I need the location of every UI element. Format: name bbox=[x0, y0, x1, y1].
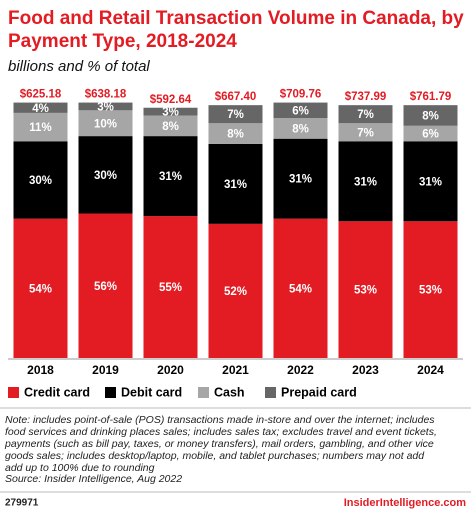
bar-segment bbox=[143, 136, 198, 217]
data-label: 10% bbox=[94, 118, 117, 130]
bar-segment bbox=[403, 125, 458, 142]
total-label: $761.79 bbox=[410, 91, 452, 103]
data-label: 6% bbox=[292, 105, 309, 117]
bar-segment bbox=[143, 216, 198, 358]
total-label: $625.18 bbox=[20, 89, 62, 101]
title-line: Food and Retail Transaction Volume in Ca… bbox=[8, 8, 464, 29]
total-label: $592.64 bbox=[150, 94, 192, 106]
data-label: 4% bbox=[32, 103, 49, 115]
note-line: goods sales; includes desktop/laptop, mo… bbox=[5, 450, 425, 462]
chart-id: 279971 bbox=[5, 498, 39, 509]
legend-swatch bbox=[198, 387, 209, 398]
note-line: Note: includes point-of-sale (POS) trans… bbox=[5, 414, 435, 426]
bar-segment bbox=[13, 141, 68, 219]
bar-segment bbox=[13, 218, 68, 358]
data-label: 30% bbox=[29, 175, 52, 187]
data-label: 3% bbox=[97, 101, 114, 113]
data-label: 52% bbox=[224, 286, 247, 298]
data-label: 8% bbox=[422, 111, 439, 123]
brand: InsiderIntelligence.com bbox=[344, 497, 466, 509]
x-tick-label: 2020 bbox=[157, 363, 184, 377]
data-label: 55% bbox=[159, 282, 182, 294]
bar-segment bbox=[78, 102, 133, 111]
note-line: add up to 100% due to rounding bbox=[5, 462, 155, 474]
x-tick-label: 2022 bbox=[287, 363, 314, 377]
data-label: 7% bbox=[357, 109, 374, 121]
data-label: 53% bbox=[354, 285, 377, 297]
legend-label: Prepaid card bbox=[281, 385, 357, 399]
data-label: 8% bbox=[227, 129, 244, 141]
bar-segment bbox=[338, 123, 393, 142]
title-line: Payment Type, 2018-2024 bbox=[8, 31, 237, 52]
data-label: 31% bbox=[419, 176, 442, 188]
data-label: 30% bbox=[94, 170, 117, 182]
legend-label: Cash bbox=[214, 385, 245, 399]
bar-segment bbox=[403, 105, 458, 126]
bar-segment bbox=[273, 102, 328, 119]
bar-segment bbox=[78, 213, 133, 358]
data-label: 7% bbox=[227, 109, 244, 121]
data-label: 31% bbox=[224, 179, 247, 191]
bar-segment bbox=[208, 143, 263, 224]
bar-segment bbox=[338, 221, 393, 358]
bar-segment bbox=[143, 107, 198, 116]
total-label: $709.76 bbox=[280, 89, 322, 101]
x-tick-label: 2023 bbox=[352, 363, 379, 377]
data-label: 53% bbox=[419, 285, 442, 297]
total-label: $638.18 bbox=[85, 89, 127, 101]
bar-segment bbox=[13, 102, 68, 113]
subtitle: billions and % of total bbox=[8, 58, 150, 75]
bar-segment bbox=[338, 141, 393, 222]
x-tick-label: 2021 bbox=[222, 363, 249, 377]
legend-label: Debit card bbox=[121, 385, 182, 399]
data-label: 31% bbox=[159, 171, 182, 183]
bar-segment bbox=[78, 110, 133, 137]
data-label: 6% bbox=[422, 129, 439, 141]
bar-segment bbox=[78, 136, 133, 214]
data-label: 56% bbox=[94, 281, 117, 293]
note-line: food services and drinking places sales;… bbox=[5, 426, 437, 438]
bar-segment bbox=[273, 218, 328, 358]
legend-swatch bbox=[265, 387, 276, 398]
bar-segment bbox=[338, 105, 393, 124]
bar-segment bbox=[403, 141, 458, 222]
legend-label: Credit card bbox=[24, 385, 90, 399]
x-tick-label: 2024 bbox=[417, 363, 444, 377]
data-label: 31% bbox=[354, 176, 377, 188]
total-label: $737.99 bbox=[345, 91, 387, 103]
bar-segment bbox=[208, 105, 263, 124]
bar-segment bbox=[13, 112, 68, 142]
bar-segment bbox=[273, 118, 328, 139]
data-label: 11% bbox=[29, 122, 51, 134]
data-label: 31% bbox=[289, 174, 312, 186]
bar-segment bbox=[208, 223, 263, 358]
note-line: payments (such as bill pay, taxes, or mo… bbox=[4, 438, 434, 450]
legend-swatch bbox=[8, 387, 19, 398]
bar-segment bbox=[143, 115, 198, 137]
data-label: 8% bbox=[162, 121, 179, 133]
bar-segment bbox=[273, 138, 328, 219]
data-label: 8% bbox=[292, 123, 309, 135]
x-tick-label: 2019 bbox=[92, 363, 119, 377]
legend-swatch bbox=[105, 387, 116, 398]
data-label: 54% bbox=[289, 283, 312, 295]
data-label: 3% bbox=[162, 107, 179, 119]
data-label: 54% bbox=[29, 283, 52, 295]
bar-segment bbox=[403, 221, 458, 358]
source: Source: Insider Intelligence, Aug 2022 bbox=[5, 473, 182, 485]
total-label: $667.40 bbox=[215, 91, 257, 103]
x-tick-label: 2018 bbox=[27, 363, 54, 377]
bar-segment bbox=[208, 123, 263, 144]
data-label: 7% bbox=[357, 127, 374, 139]
